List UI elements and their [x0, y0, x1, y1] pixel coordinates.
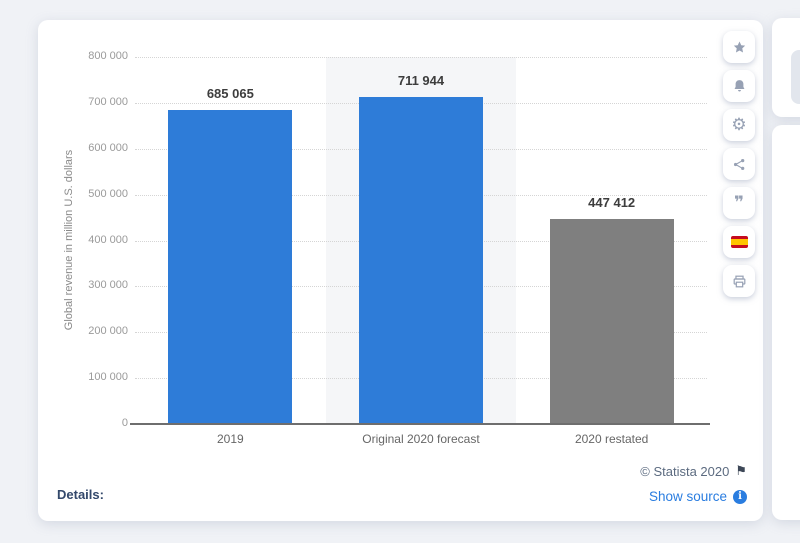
- show-source-link[interactable]: Show source i: [649, 489, 747, 504]
- gear-icon: ⚙: [731, 114, 747, 135]
- chart-toolbar: ⚙ ❞: [723, 31, 755, 297]
- y-tick-label: 400 000: [88, 233, 128, 246]
- favorite-button[interactable]: [723, 31, 755, 63]
- copyright-text: © Statista 2020: [640, 464, 730, 479]
- y-tick-label: 100 000: [88, 371, 128, 384]
- info-icon: i: [733, 489, 747, 504]
- y-tick-label: 500 000: [88, 187, 128, 200]
- gridline: [135, 57, 707, 58]
- print-button[interactable]: [723, 265, 755, 297]
- settings-button[interactable]: ⚙: [723, 109, 755, 141]
- quote-icon: ❞: [734, 192, 744, 213]
- notifications-button[interactable]: [723, 70, 755, 102]
- details-label: Details:: [57, 487, 104, 502]
- bar-2020-restated[interactable]: [549, 218, 674, 424]
- x-axis-line: [130, 423, 710, 425]
- y-tick-label: 700 000: [88, 95, 128, 108]
- cite-button[interactable]: ❞: [723, 187, 755, 219]
- star-icon: [731, 39, 748, 56]
- y-tick-label: 0: [121, 417, 128, 429]
- y-tick-label: 300 000: [88, 279, 128, 292]
- spain-flag-icon: [730, 236, 748, 248]
- side-card-button[interactable]: [791, 50, 800, 104]
- bar-value-label: 685 065: [206, 85, 254, 101]
- language-button[interactable]: [723, 226, 755, 258]
- printer-icon: [731, 273, 748, 290]
- plot-area: 685 065 711 944 447 412: [135, 57, 707, 424]
- share-icon: [731, 156, 748, 173]
- copyright: © Statista 2020 ⚑: [640, 464, 747, 479]
- x-category-label: Original 2020 forecast: [362, 432, 480, 446]
- show-source-text: Show source: [648, 489, 727, 504]
- report-flag-icon[interactable]: ⚑: [735, 464, 747, 479]
- bar-original-2020-forecast[interactable]: [359, 97, 483, 424]
- share-button[interactable]: [723, 148, 755, 180]
- y-tick-label: 200 000: [88, 325, 128, 338]
- bar-2019[interactable]: [168, 109, 293, 424]
- y-tick-label: 800 000: [88, 50, 128, 62]
- side-card-bottom: [772, 125, 800, 520]
- x-category-label: 2020 restated: [574, 432, 649, 446]
- bell-icon: [731, 78, 748, 95]
- chart-card: Global revenue in million U.S. dollars 6…: [38, 20, 763, 521]
- bar-value-label: 447 412: [588, 194, 636, 210]
- y-tick-label: 600 000: [88, 141, 128, 154]
- x-category-label: 2019: [216, 432, 244, 446]
- bar-value-label: 711 944: [397, 73, 445, 89]
